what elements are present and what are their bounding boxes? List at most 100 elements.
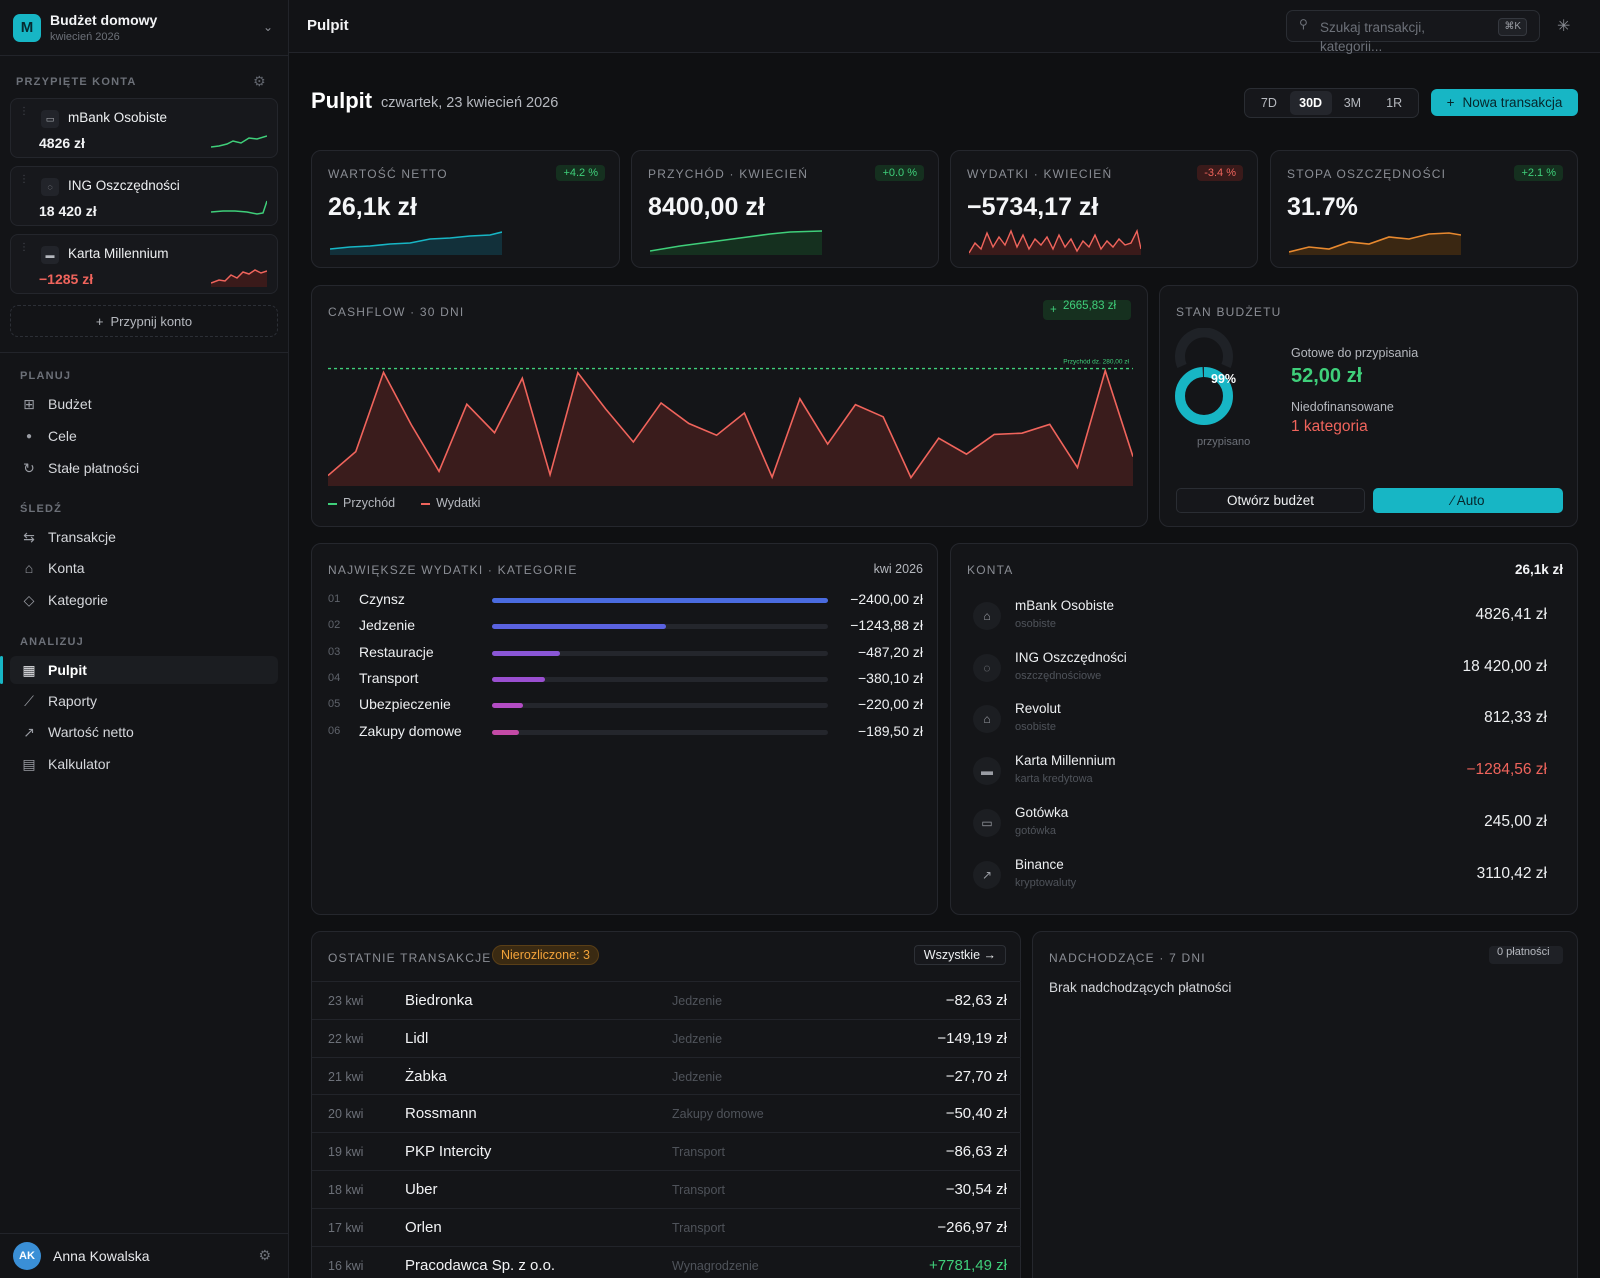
kpi-label: STOPA OSZCZĘDNOŚCI xyxy=(1287,167,1447,181)
category-row[interactable]: 06 Zakupy domowe −189,50 zł xyxy=(328,722,923,742)
category-row[interactable]: 02 Jedzenie −1243,88 zł xyxy=(328,616,923,636)
avatar: AK xyxy=(13,1242,41,1270)
transaction-row[interactable]: 16 kwi Pracodawca Sp. z o.o. Wynagrodzenie… xyxy=(312,1245,1021,1278)
bank-icon: ⌂ xyxy=(973,705,1001,734)
transaction-amount: −50,40 zł xyxy=(945,1105,1007,1123)
pinned-account-sparkline xyxy=(211,269,267,287)
category-index: 02 xyxy=(328,619,341,632)
transaction-payee: Żabka xyxy=(405,1067,447,1085)
sidebar: M Budżet domowy kwiecień 2026 ⌄ PRZYPIĘT… xyxy=(0,0,289,1278)
transaction-date: 20 kwi xyxy=(328,1107,364,1122)
open-budget-button[interactable]: Otwórz budżet xyxy=(1176,488,1365,513)
sidebar-item-goals[interactable]: ● Cele xyxy=(10,422,278,450)
sync-icon[interactable]: ✳ xyxy=(1557,18,1571,35)
range-1r-button[interactable]: 1R xyxy=(1386,96,1403,110)
top-categories-title: NAJWIĘKSZE WYDATKI · KATEGORIE xyxy=(328,563,578,577)
pinned-account-name: ING Oszczędności xyxy=(68,178,180,193)
drag-handle-icon[interactable]: ⋮ xyxy=(19,242,29,253)
account-row[interactable]: ▭ Gotówka gotówka 245,00 zł xyxy=(967,803,1553,843)
pinned-account-balance: 4826 zł xyxy=(39,135,85,151)
account-row[interactable]: ⌂ mBank Osobiste osobiste 4826,41 zł xyxy=(967,596,1553,636)
auto-assign-button[interactable]: ⁄ Auto xyxy=(1373,488,1563,513)
cashflow-title: CASHFLOW · 30 DNI xyxy=(328,305,465,319)
sidebar-item-reports[interactable]: ⟋ Raporty xyxy=(10,687,278,715)
kpi-value: 26,1k zł xyxy=(328,193,417,221)
range-30d-button[interactable]: 30D xyxy=(1289,91,1332,115)
cashflow-net-value: 2665,83 zł xyxy=(1063,300,1117,312)
transaction-row[interactable]: 21 kwi Żabka Jedzenie −27,70 zł xyxy=(312,1056,1021,1095)
account-name: Karta Millennium xyxy=(1015,753,1116,769)
calculator-icon: ▤ xyxy=(22,755,36,772)
account-balance: −1284,56 zł xyxy=(1466,761,1547,779)
sidebar-item-dashboard[interactable]: ▦ Pulpit xyxy=(10,656,278,684)
pinned-account-card[interactable]: ⋮ ▭ mBank Osobiste 4826 zł xyxy=(10,98,278,158)
new-transaction-label: Nowa transakcja xyxy=(1462,95,1563,110)
unreconciled-badge[interactable]: Nierozliczone: 3 xyxy=(492,945,599,965)
kpi-card-expenses[interactable]: WYDATKI · KWIECIEŃ -3.4 % −5734,17 zł xyxy=(950,150,1258,268)
income-line-label: Przychód dz. 280,00 zł xyxy=(1063,359,1129,366)
legend-item-expenses: Wydatki xyxy=(421,496,480,510)
category-row[interactable]: 05 Ubezpieczenie −220,00 zł xyxy=(328,695,923,715)
search-box[interactable]: ⚲ Szukaj transakcji, kategorii... ⌘K xyxy=(1286,10,1540,54)
transaction-row[interactable]: 19 kwi PKP Intercity Transport −86,63 zł xyxy=(312,1132,1021,1170)
sidebar-item-budget[interactable]: ⊞ Budżet xyxy=(10,390,278,418)
transaction-row[interactable]: 20 kwi Rossmann Zakupy domowe −50,40 zł xyxy=(312,1094,1021,1132)
user-profile[interactable]: AK Anna Kowalska ⚙ xyxy=(0,1233,289,1278)
account-row[interactable]: ◌ ING Oszczędności oszczędnościowe 18 420,0… xyxy=(967,648,1553,688)
sidebar-item-calculator[interactable]: ▤ Kalkulator xyxy=(10,750,278,778)
transaction-row[interactable]: 17 kwi Orlen Transport −266,97 zł xyxy=(312,1207,1021,1246)
sidebar-item-label: Wartość netto xyxy=(48,724,134,740)
sidebar-item-accounts[interactable]: ⌂ Konta xyxy=(10,554,278,582)
account-row[interactable]: ⌂ Revolut osobiste 812,33 zł xyxy=(967,699,1553,739)
settings-icon[interactable]: ⚙ xyxy=(258,1247,271,1263)
transaction-amount: −27,70 zł xyxy=(945,1067,1007,1085)
kpi-card-savings-rate[interactable]: STOPA OSZCZĘDNOŚCI +2.1 % 31.7% xyxy=(1270,150,1578,268)
drag-handle-icon[interactable]: ⋮ xyxy=(19,106,29,117)
sidebar-item-label: Raporty xyxy=(48,693,98,709)
kpi-label: WYDATKI · KWIECIEŃ xyxy=(967,167,1113,181)
sidebar-item-label: Budżet xyxy=(48,396,92,412)
view-all-transactions-button[interactable]: Wszystkie → xyxy=(913,945,1006,965)
kpi-card-net-worth[interactable]: WARTOŚĆ NETTO +4.2 % 26,1k zł xyxy=(311,150,620,268)
kpi-value: −5734,17 zł xyxy=(967,193,1099,221)
kpi-card-income[interactable]: PRZYCHÓD · KWIECIEŃ +0.0 % 8400,00 zł xyxy=(631,150,939,268)
sidebar-item-recurring[interactable]: ↻ Stałe płatności xyxy=(10,454,278,482)
workspace-subtitle: kwiecień 2026 xyxy=(50,31,120,43)
accounts-card: KONTA 26,1k zł ⌂ mBank Osobiste osobiste 48… xyxy=(950,543,1578,915)
sidebar-item-net-worth[interactable]: ↗ Wartość netto xyxy=(10,718,278,746)
pinned-account-card[interactable]: ⋮ ◌ ING Oszczędności 18 420 zł xyxy=(10,166,278,226)
pin-account-button[interactable]: + Przypnij konto xyxy=(10,305,278,337)
transaction-row[interactable]: 22 kwi Lidl Jedzenie −149,19 zł xyxy=(312,1018,1021,1057)
transaction-row[interactable]: 23 kwi Biedronka Jedzenie −82,63 zł xyxy=(312,981,1021,1019)
category-row[interactable]: 03 Restauracje −487,20 zł xyxy=(328,643,923,663)
range-3m-button[interactable]: 3M xyxy=(1343,96,1362,110)
category-row[interactable]: 01 Czynsz −2400,00 zł xyxy=(328,590,923,610)
sidebar-item-categories[interactable]: ◇ Kategorie xyxy=(10,586,278,614)
transaction-amount: +7781,49 zł xyxy=(929,1256,1007,1274)
sidebar-item-transactions[interactable]: ⇆ Transakcje xyxy=(10,523,278,551)
account-row[interactable]: ↗ Binance kryptowaluty 3110,42 zł xyxy=(967,855,1553,895)
transaction-row[interactable]: 18 kwi Uber Transport −30,54 zł xyxy=(312,1170,1021,1208)
expense-line xyxy=(328,367,1133,480)
account-balance: 245,00 zł xyxy=(1484,812,1547,830)
transaction-date: 17 kwi xyxy=(328,1220,364,1235)
chevron-down-icon[interactable]: ⌄ xyxy=(262,20,273,34)
pinned-account-card[interactable]: ⋮ ▬ Karta Millennium −1285 zł xyxy=(10,234,278,294)
category-row[interactable]: 04 Transport −380,10 zł xyxy=(328,669,923,689)
new-transaction-button[interactable]: + Nowa transakcja xyxy=(1431,89,1578,116)
account-row[interactable]: ▬ Karta Millennium karta kredytowa −1284,56… xyxy=(967,751,1553,791)
transaction-payee: Lidl xyxy=(405,1029,429,1047)
transaction-date: 22 kwi xyxy=(328,1031,364,1046)
nav-section-plan: PLANUJ xyxy=(20,370,72,382)
wallet-icon: ▭ xyxy=(973,808,1001,837)
workspace-switcher[interactable]: M Budżet domowy kwiecień 2026 ⌄ xyxy=(0,0,289,56)
grid-icon: ⊞ xyxy=(23,395,35,412)
category-index: 05 xyxy=(328,698,341,711)
settings-icon[interactable]: ⚙ xyxy=(253,73,266,89)
category-amount: −1243,88 zł xyxy=(850,617,923,634)
legend-swatch xyxy=(328,502,337,505)
drag-handle-icon[interactable]: ⋮ xyxy=(19,174,29,185)
recent-transactions-title: OSTATNIE TRANSAKCJE xyxy=(328,951,492,965)
transaction-category: Jedzenie xyxy=(672,1069,723,1084)
range-7d-button[interactable]: 7D xyxy=(1260,96,1277,110)
